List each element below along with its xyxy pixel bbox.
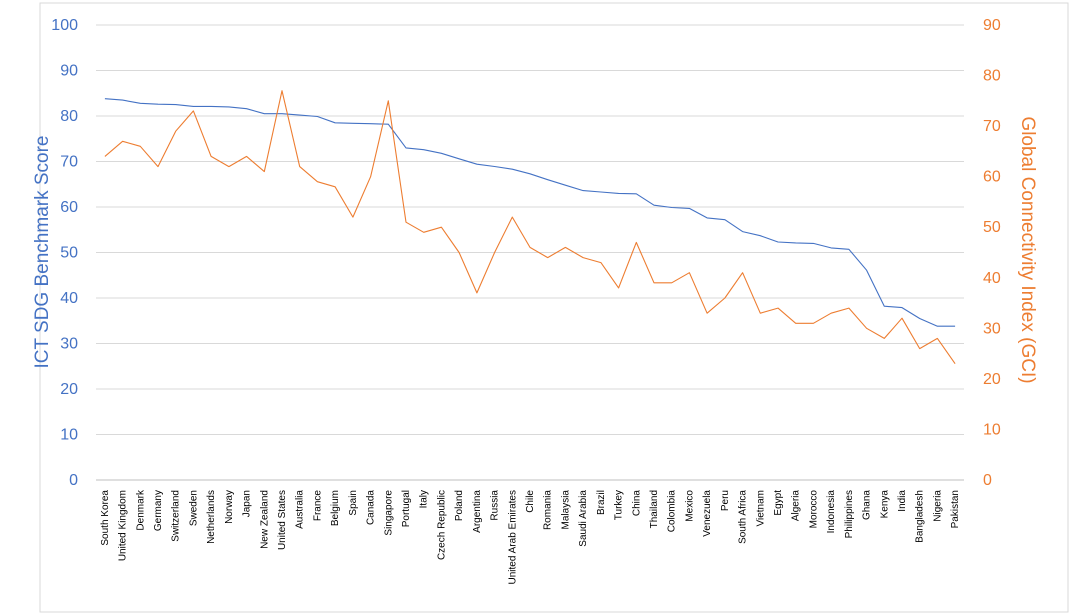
x-tick-label: Romania (543, 490, 554, 530)
x-axis-categories: South Korea United Kingdom Denmark Germany S… (100, 489, 961, 584)
x-tick-label: Philippines (844, 490, 855, 538)
x-tick-label: Bangladesh (915, 490, 926, 543)
y-tick-label: 80 (60, 108, 78, 125)
x-tick-label: Canada (366, 490, 377, 525)
x-tick-label: China (631, 490, 642, 517)
x-tick-label: Mexico (684, 490, 695, 522)
x-tick-label: Chile (525, 490, 536, 513)
y-tick-label: 60 (60, 199, 78, 216)
y-tick-label: 90 (60, 63, 78, 80)
right-axis-ticks: 0 10 20 30 40 50 60 70 80 90 (983, 17, 1001, 489)
x-tick-label: India (897, 490, 908, 512)
left-axis-ticks: 0 10 20 30 40 50 60 70 80 90 100 (51, 17, 78, 489)
y2-tick-label: 20 (983, 371, 1001, 388)
x-tick-label: Czech Republic (436, 490, 447, 560)
x-tick-label: Italy (419, 490, 430, 508)
x-tick-label: Kenya (879, 490, 890, 519)
gridlines (96, 24, 964, 481)
x-tick-label: Germany (153, 490, 164, 531)
x-tick-label: Morocco (808, 490, 819, 529)
x-tick-label: Indonesia (826, 490, 837, 534)
x-tick-label: Peru (720, 490, 731, 511)
x-tick-label: Japan (242, 490, 253, 517)
x-tick-label: New Zealand (259, 490, 270, 549)
y2-tick-label: 80 (983, 68, 1001, 85)
y-tick-label: 20 (60, 381, 78, 398)
x-tick-label: Switzerland (171, 490, 182, 542)
x-tick-label: Saudi Arabia (578, 490, 589, 547)
y2-tick-label: 30 (983, 320, 1001, 337)
x-tick-label: Pakistan (950, 490, 961, 528)
x-tick-label: Thailand (649, 490, 660, 528)
series-line-gci (104, 90, 956, 365)
y-tick-label: 70 (60, 154, 78, 171)
x-tick-label: United States (277, 490, 288, 550)
x-tick-label: Denmark (135, 489, 146, 531)
x-tick-label: Russia (490, 490, 501, 521)
x-tick-label: Poland (454, 490, 465, 521)
x-tick-label: Spain (348, 490, 359, 516)
x-tick-label: United Arab Emirates (507, 490, 518, 585)
y2-tick-label: 50 (983, 219, 1001, 236)
y-tick-label: 10 (60, 427, 78, 444)
y2-tick-label: 90 (983, 17, 1001, 34)
y2-tick-label: 70 (983, 118, 1001, 135)
x-tick-label: South Africa (738, 490, 749, 544)
series-line-ict-sdg (104, 98, 956, 327)
y2-tick-label: 10 (983, 421, 1001, 438)
x-tick-label: Singapore (383, 490, 394, 536)
y-tick-label: 100 (51, 17, 78, 34)
chart-border (39, 2, 1069, 613)
x-tick-label: Portugal (401, 490, 412, 527)
x-tick-label: Belgium (330, 490, 341, 526)
x-tick-label: Colombia (667, 490, 678, 533)
x-tick-label: Argentina (472, 490, 483, 533)
x-tick-label: Sweden (188, 490, 199, 526)
x-tick-label: United Kingdom (118, 490, 129, 561)
x-tick-label: Australia (295, 490, 306, 529)
y2-tick-label: 0 (983, 472, 992, 489)
y2-tick-label: 40 (983, 270, 1001, 287)
x-tick-label: Turkey (614, 490, 625, 520)
x-tick-label: Nigeria (932, 490, 943, 522)
y2-axis-title: Global Connectivity Index (GCI) (1017, 116, 1038, 383)
y-axis-title: ICT SDG Benchmark Score (32, 135, 53, 368)
x-tick-label: Norway (224, 490, 235, 524)
x-tick-label: Netherlands (206, 490, 217, 544)
y-tick-label: 50 (60, 245, 78, 262)
y2-tick-label: 60 (983, 169, 1001, 186)
x-tick-label: Ghana (862, 490, 873, 520)
x-tick-label: Venezuela (702, 490, 713, 537)
x-tick-label: Malaysia (560, 490, 571, 530)
x-tick-label: Brazil (596, 490, 607, 515)
x-tick-label: France (312, 490, 323, 522)
y-tick-label: 40 (60, 290, 78, 307)
x-tick-label: Egypt (773, 490, 784, 516)
series-lines (104, 90, 956, 365)
x-tick-label: Vietnam (755, 490, 766, 527)
x-tick-label: South Korea (100, 490, 111, 546)
x-tick-label: Algeria (791, 490, 802, 522)
y-tick-label: 0 (69, 472, 78, 489)
y-tick-label: 30 (60, 336, 78, 353)
